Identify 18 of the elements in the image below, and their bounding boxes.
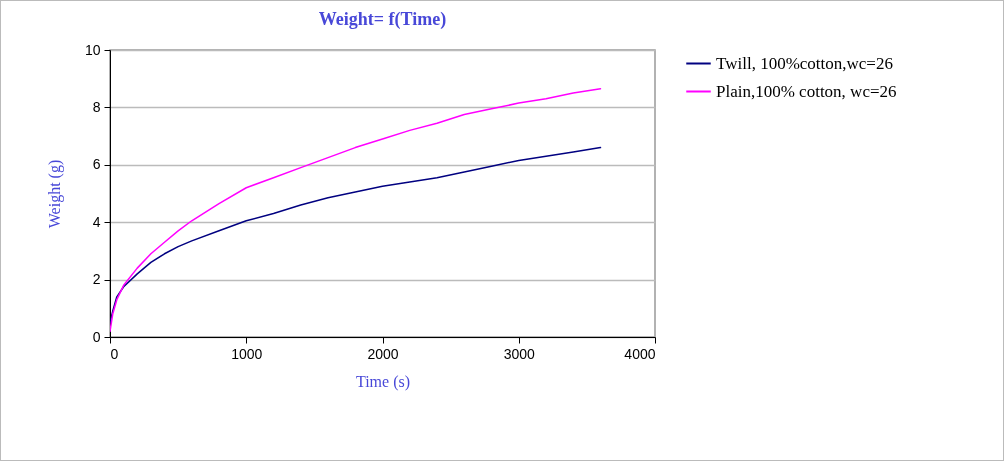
legend-label: Twill, 100%cotton,wc=26 [716,53,893,73]
y-tick-label: 8 [92,98,101,115]
x-tick-label: 4000 [624,345,656,362]
x-tick-label: 0 [110,345,119,362]
y-tick-label: 6 [92,156,101,173]
y-tick-label: 10 [84,41,101,58]
y-tick-label: 0 [92,328,101,345]
x-tick-label: 1000 [231,345,263,362]
y-axis-title: Weight (g) [45,159,64,229]
x-tick-label: 3000 [503,345,536,362]
chart-title: Weight= f(Time) [318,9,447,30]
y-tick-label: 4 [92,213,101,230]
line-series [110,88,602,333]
y-tick-label: 2 [92,271,101,288]
legend-label: Plain,100% cotton, wc=26 [716,81,897,101]
x-axis-title: Time (s) [355,372,411,391]
line-series [110,146,602,324]
x-tick-label: 2000 [367,345,399,362]
